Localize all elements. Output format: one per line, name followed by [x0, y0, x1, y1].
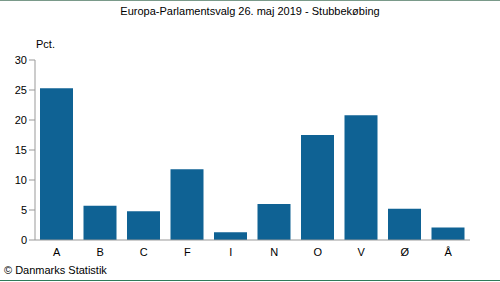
svg-text:25: 25 — [15, 84, 27, 96]
svg-text:30: 30 — [15, 54, 27, 66]
html-text:© Danmarks Statistik: © Danmarks Statistik — [4, 264, 107, 276]
svg-text:A: A — [53, 246, 61, 258]
svg-text:15: 15 — [15, 144, 27, 156]
html-text:Europa-Parlamentsvalg 26. maj: Europa-Parlamentsvalg 26. maj 2019 - Stu… — [120, 5, 380, 17]
svg-text:F: F — [184, 246, 191, 258]
svg-text:20: 20 — [15, 114, 27, 126]
svg-text:10: 10 — [15, 174, 27, 186]
html-text:Pct.: Pct. — [36, 38, 55, 50]
svg-text:C: C — [140, 246, 148, 258]
svg-text:B: B — [97, 246, 104, 258]
svg-text:Ø: Ø — [400, 246, 409, 258]
svg-text:O: O — [313, 246, 322, 258]
svg-text:I: I — [229, 246, 232, 258]
svg-text:Å: Å — [445, 246, 453, 258]
svg-text:5: 5 — [21, 204, 27, 216]
svg-text:V: V — [358, 246, 366, 258]
svg-text:0: 0 — [21, 234, 27, 246]
svg-text:N: N — [270, 246, 278, 258]
